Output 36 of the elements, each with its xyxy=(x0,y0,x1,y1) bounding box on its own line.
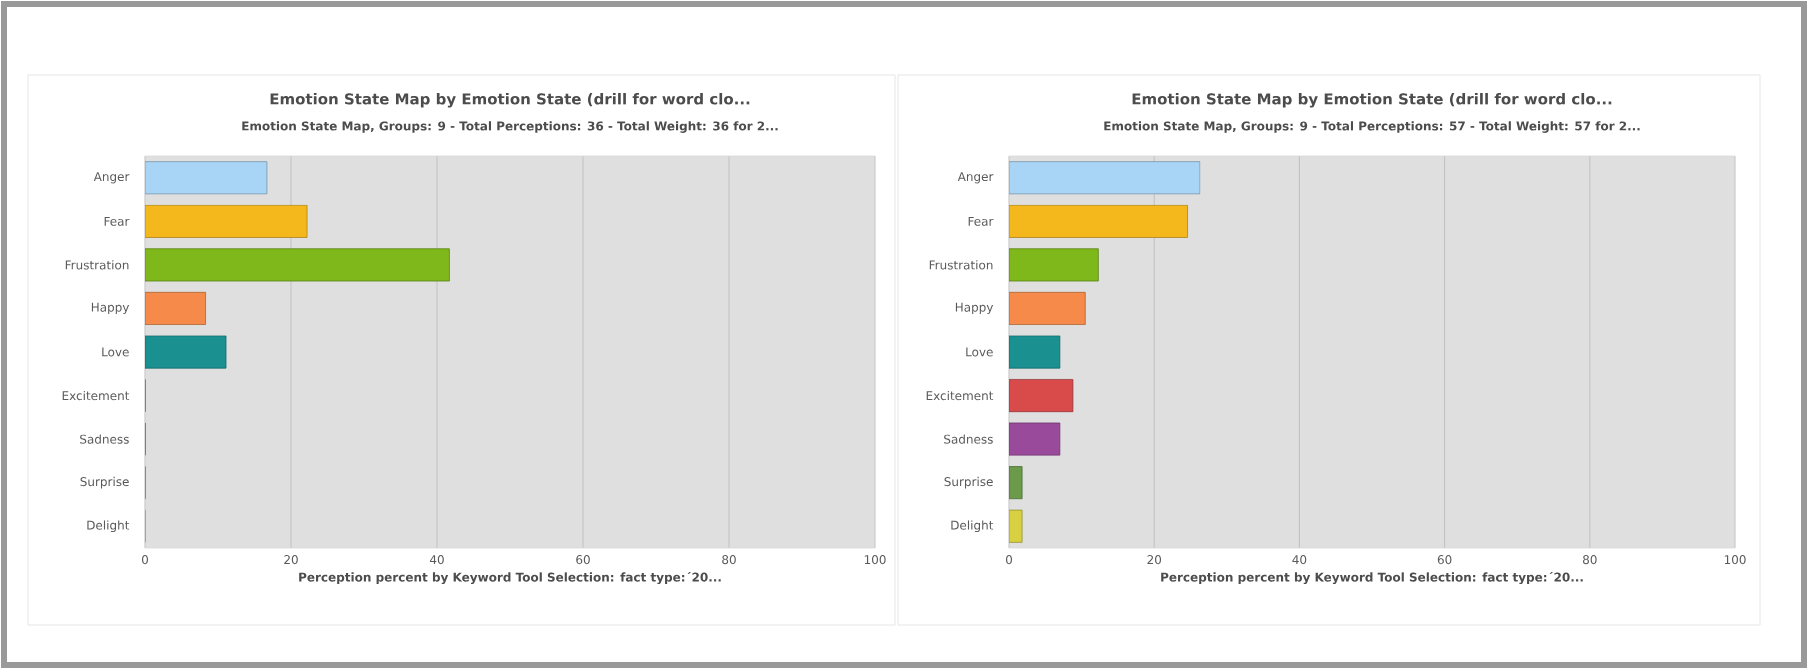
x-tick-label: 80 xyxy=(722,555,736,565)
chart-title: Emotion State Map by Emotion State (drill for word clo... xyxy=(1132,92,1612,108)
y-tick-label: Love xyxy=(966,347,993,357)
y-tick-label: Surprise xyxy=(944,476,993,489)
x-tick-label: 100 xyxy=(1724,555,1746,565)
chart-subtitle: Emotion State Map, Groups: 9 - Total Perceptions: 57 - Total Weight: 57 for 2... xyxy=(1104,121,1640,133)
x-axis-title: Perception percent by Keyword Tool Selection: fact type:´20... xyxy=(299,571,721,585)
x-tick-label: 0 xyxy=(1005,555,1013,565)
x-tick-label: 60 xyxy=(1437,555,1452,565)
y-tick-label: Anger xyxy=(93,172,130,184)
y-tick-label: Sadness xyxy=(80,434,129,444)
y-tick-label: Happy xyxy=(91,302,130,315)
y-tick-label: Anger xyxy=(957,172,994,184)
y-tick-label: Sadness xyxy=(944,434,993,444)
y-tick-label: Excitement xyxy=(926,390,994,401)
x-tick-label: 100 xyxy=(864,555,886,565)
y-tick-label: Happy xyxy=(955,302,994,315)
y-tick-label: Delight xyxy=(87,520,130,533)
x-tick-label: 0 xyxy=(141,555,149,565)
x-tick-label: 20 xyxy=(1147,555,1162,565)
chart-subtitle: Emotion State Map, Groups: 9 - Total Perceptions: 36 - Total Weight: 36 for 2... xyxy=(242,121,778,133)
y-tick-label: Love xyxy=(102,347,129,357)
chart-title: Emotion State Map by Emotion State (drill for word clo... xyxy=(270,92,750,108)
x-tick-label: 80 xyxy=(1583,555,1597,565)
x-tick-label: 20 xyxy=(284,555,298,565)
y-tick-label: Frustration xyxy=(65,260,129,270)
y-tick-label: Delight xyxy=(951,520,994,533)
y-tick-label: Excitement xyxy=(62,390,130,401)
x-tick-label: 60 xyxy=(576,555,590,565)
x-tick-label: 40 xyxy=(1292,555,1307,565)
y-tick-label: Surprise xyxy=(80,476,129,489)
y-tick-label: Frustration xyxy=(929,260,993,270)
y-tick-label: Fear xyxy=(104,216,130,226)
y-tick-label: Fear xyxy=(968,216,994,226)
x-axis-title: Perception percent by Keyword Tool Selection: fact type:´20... xyxy=(1161,571,1583,585)
x-tick-label: 40 xyxy=(429,555,444,565)
